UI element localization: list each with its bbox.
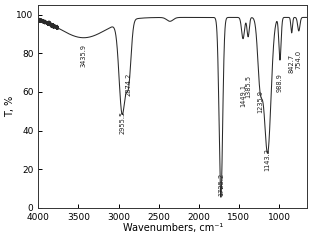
Text: 2874.2: 2874.2 xyxy=(126,72,132,96)
Text: 1143.2: 1143.2 xyxy=(265,148,271,171)
Y-axis label: T, %: T, % xyxy=(5,96,15,117)
X-axis label: Wavenumbers, cm⁻¹: Wavenumbers, cm⁻¹ xyxy=(123,223,223,233)
Text: 1449.1: 1449.1 xyxy=(240,84,246,107)
Text: 842.7: 842.7 xyxy=(289,53,295,73)
Text: 1385.5: 1385.5 xyxy=(245,74,251,98)
Text: 3435.9: 3435.9 xyxy=(80,44,87,67)
Text: 2955.5: 2955.5 xyxy=(119,111,125,134)
Text: 1235.9: 1235.9 xyxy=(257,90,263,113)
Text: 754.0: 754.0 xyxy=(296,50,302,69)
Text: 988.9: 988.9 xyxy=(277,73,283,92)
Text: 1725.2: 1725.2 xyxy=(218,173,224,196)
